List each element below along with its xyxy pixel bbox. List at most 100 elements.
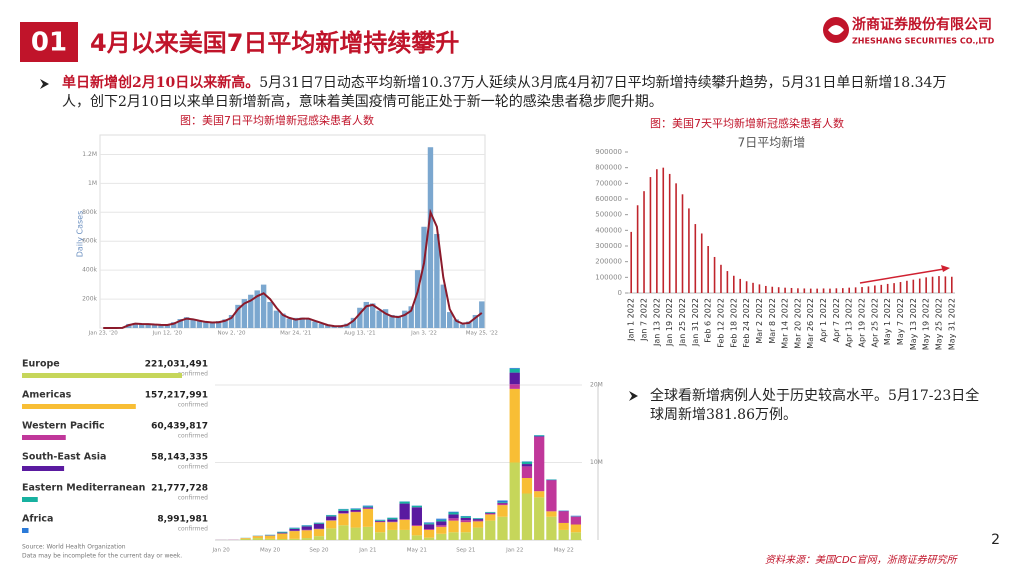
stack-segment <box>534 436 545 492</box>
bar <box>861 287 863 293</box>
stack-segment <box>521 466 533 478</box>
stack-segment <box>460 516 471 518</box>
bar <box>466 321 472 328</box>
stack-segment <box>509 384 520 389</box>
stack-segment <box>387 522 398 530</box>
bar <box>402 310 408 328</box>
bar <box>286 318 292 328</box>
stack-segment <box>521 478 533 494</box>
stack-segment <box>313 523 325 529</box>
stack-segment <box>264 535 276 539</box>
bar <box>370 303 376 328</box>
bar <box>395 315 402 328</box>
region-value: 21,777,728 <box>151 484 208 494</box>
stack-segment <box>338 510 349 514</box>
bar <box>376 310 382 328</box>
stack-segment <box>375 520 386 522</box>
stack-segment <box>423 528 435 530</box>
bar <box>222 319 228 328</box>
stack-segment <box>277 538 288 540</box>
x-tick-label: Feb 6 2022 <box>704 298 713 343</box>
stack-segment <box>521 464 533 467</box>
stack-segment <box>497 505 508 517</box>
stack-segment <box>436 519 447 522</box>
stack-segment <box>350 511 361 513</box>
y-tick-label: 400000 <box>595 226 622 234</box>
y-tick-label: 400k <box>82 267 97 274</box>
x-tick-label: Feb 18 2022 <box>729 298 738 348</box>
bar <box>196 321 203 328</box>
stack-segment <box>436 525 447 527</box>
x-tick-label: Mar 2 2022 <box>755 298 764 344</box>
x-tick-label: May 25 2022 <box>934 298 943 350</box>
bar <box>803 288 806 293</box>
bar <box>248 294 254 328</box>
stack-segment <box>338 525 349 540</box>
stack-segment <box>423 529 435 538</box>
stack-segment <box>375 520 386 521</box>
y-tick-label: 800000 <box>595 164 622 172</box>
stack-segment <box>436 518 447 520</box>
stack-segment <box>436 533 447 540</box>
stack-segment <box>362 509 374 527</box>
bar <box>312 321 318 328</box>
bar <box>139 323 145 328</box>
company-name-en: ZHESHANG SECURITIES CO.,LTD <box>852 37 995 46</box>
stack-segment <box>326 516 337 521</box>
stack-segment <box>399 529 410 540</box>
stack-segment <box>264 538 276 540</box>
bar <box>216 321 222 328</box>
stack-segment <box>497 500 508 503</box>
stack-segment <box>485 514 496 521</box>
stack-segment <box>448 514 459 519</box>
caption: 图：美国7日平均新增新冠感染患者人数 <box>180 113 374 127</box>
stack-segment <box>301 526 312 530</box>
stack-segment <box>313 522 325 524</box>
bar <box>414 270 421 328</box>
bar <box>132 322 138 328</box>
bar <box>899 282 902 293</box>
bar <box>918 278 921 293</box>
bar <box>893 283 895 293</box>
stack-segment <box>448 512 459 515</box>
x-tick-label: May 21 <box>407 548 427 554</box>
stack-segment <box>350 512 361 528</box>
stack-segment <box>460 532 471 540</box>
bar <box>752 282 754 293</box>
bar <box>427 147 434 328</box>
region-bar <box>22 435 66 440</box>
stack-segment <box>277 533 288 539</box>
stack-segment <box>570 516 582 525</box>
y-tick-label: 1M <box>88 180 97 187</box>
stack-segment <box>509 367 520 369</box>
stack-segment <box>509 368 520 373</box>
bar <box>408 306 414 328</box>
bar <box>305 319 312 328</box>
bar <box>293 317 299 328</box>
stack-segment <box>521 493 533 540</box>
stack-segment <box>350 527 361 540</box>
plot-frame <box>99 134 486 329</box>
stack-segment <box>301 538 312 540</box>
stack-segment <box>252 536 263 539</box>
bar <box>421 226 427 328</box>
region-bar <box>22 373 182 378</box>
page-number: 2 <box>991 532 1000 548</box>
stack-segment <box>375 532 386 540</box>
stack-segment <box>301 530 312 539</box>
x-tick-label: Jan 7 2022 <box>640 298 649 342</box>
bar <box>681 194 684 293</box>
bar <box>357 307 363 328</box>
x-tick-label: Jan 20 <box>211 548 230 554</box>
logo-mark <box>828 25 844 35</box>
bar <box>867 286 870 293</box>
region-value: 221,031,491 <box>145 360 208 370</box>
stack-segment <box>350 508 361 510</box>
stack-segment <box>399 519 410 520</box>
bar <box>151 323 158 328</box>
stack-segment <box>362 508 374 509</box>
bar <box>931 276 934 293</box>
bar <box>848 287 851 293</box>
bar <box>816 288 818 293</box>
region-name: Western Pacific <box>22 421 105 432</box>
